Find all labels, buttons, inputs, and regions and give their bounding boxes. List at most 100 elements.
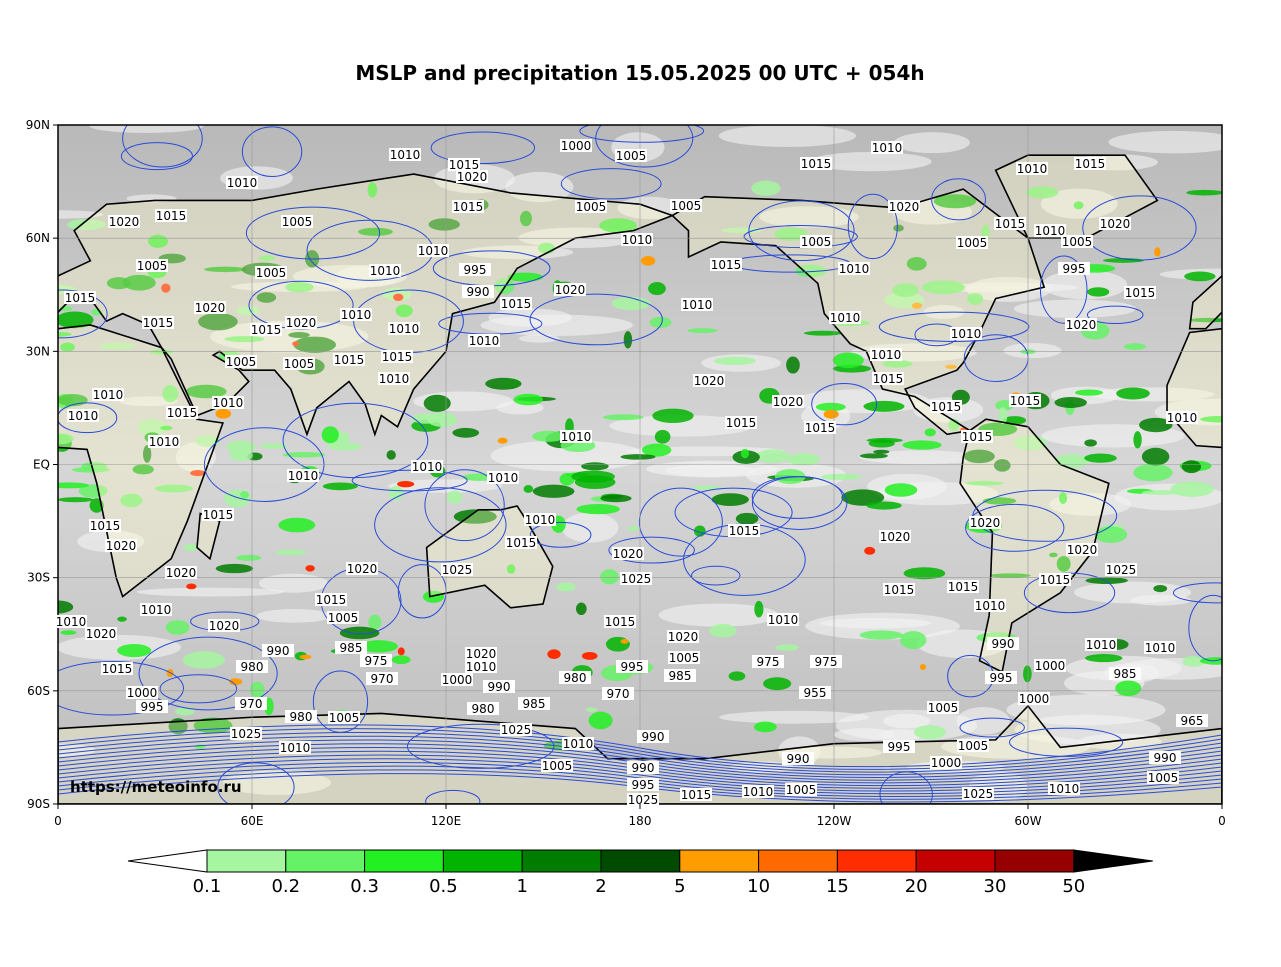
isobar-label-group: 980 [236,660,268,674]
precip-area [282,452,326,458]
precip-area [641,443,672,457]
isobar-label-group: 1015 [947,580,979,594]
precip-area [428,218,460,231]
isobar-label-bg [742,785,774,798]
isobar-label: 1020 [209,619,240,633]
isobar-label-group: 1010 [388,322,420,336]
precip-area [58,482,89,489]
precip-area [775,644,799,651]
isobar-label-bg [667,630,699,643]
isobar-label-bg [1099,217,1131,230]
precip-area [581,462,609,471]
cloud-band [1049,492,1132,516]
precip-area [585,707,598,712]
cloud-band [819,617,932,629]
isobar-label-group: 1015 [381,350,413,364]
isobar [878,311,1030,342]
isobar-label: 1020 [1067,543,1098,557]
x-tick-label: 0 [54,814,62,828]
isobar-label: 1010 [389,322,420,336]
isobar-label-bg [612,547,644,560]
precip-area [989,573,1031,578]
isobar-label-bg [1124,286,1156,299]
colorbar-label: 5 [674,876,685,897]
heavy-precip [215,408,232,419]
isobar-label-group: 1005 [136,259,168,273]
isobar-label-bg [681,298,713,311]
precip-area [174,707,195,716]
precip-area [906,257,927,271]
precip-area [1085,577,1128,585]
precip-area [78,484,108,498]
isobar-label-bg [250,323,282,336]
precip-area [367,182,378,198]
colorbar-max-arrow [1073,849,1153,873]
precip-area [627,526,640,531]
isobar [959,717,1025,738]
isobar-label: 995 [621,660,644,674]
isobar-label-group: 1005 [670,199,702,213]
colorbar-label: 50 [1062,876,1085,897]
isobar-label-bg [1105,563,1137,576]
isobar-label-bg [483,680,515,693]
isobar-label: 1015 [729,524,760,538]
precip-area [198,312,238,331]
isobar-label: 1010 [68,409,99,423]
isobar-label: 1005 [669,651,700,665]
precip-area [892,283,919,298]
cloud-band [859,450,982,465]
isobar-label: 1005 [576,200,607,214]
isobar-label-group: 1005 [615,149,647,163]
isobar [424,469,505,542]
isobar-label-bg [67,409,99,422]
isobar-label-bg [620,572,652,585]
precip-area [786,356,800,374]
isobar-label-bg [136,700,168,713]
isobar-label-group: 1015 [804,421,836,435]
precip-area [240,491,250,499]
isobar-label-bg [710,258,742,271]
isobar-label-group: 1005 [1147,771,1179,785]
colorbar-box [364,849,444,873]
isobar-label-bg [728,524,760,537]
isobar-label: 980 [472,702,495,716]
precip-area [154,484,193,493]
precip-area [899,631,927,650]
isobar-label-group: 1005 [800,235,832,249]
isobar [120,142,193,171]
isobar-label-group: 1010 [378,372,410,386]
isobar-label-bg [500,723,532,736]
source-url[interactable]: https://meteoinfo.ru [70,778,242,796]
isobar-label: 995 [141,700,164,714]
isobar-label: 1010 [1145,641,1176,655]
isobar-label-group: 1010 [148,435,180,449]
isobar-label: 1020 [86,627,117,641]
precip-area [756,449,790,463]
precip-area [721,227,762,234]
isobar-label-bg [969,516,1001,529]
cloud-band [561,512,619,543]
isobar-label-bg [468,334,500,347]
isobar-label: 1015 [995,217,1026,231]
isobar-label-group: 1010 [681,298,713,312]
isobar-label-group: 1005 [225,355,257,369]
isobar-label-group: 1025 [620,572,652,586]
cloud-band [809,151,932,172]
isobar-label-group: 1015 [1124,286,1156,300]
isobar-label: 995 [464,263,487,277]
isobar-label-bg [388,322,420,335]
precip-area [236,306,260,316]
isobar-label: 1005 [928,701,959,715]
isobar-label-group: 1010 [92,388,124,402]
isobar-label: 1005 [226,355,257,369]
precip-area [1141,447,1170,466]
precip-area [532,430,565,442]
precip-area [260,443,288,449]
precip-area [648,282,666,296]
precip-area [859,453,888,459]
isobar-label-group: 1020 [105,539,137,553]
isobar [1039,255,1088,324]
isobar-label-bg [225,355,257,368]
heavy-precip [911,302,923,309]
isobar-label-group: 975 [810,655,842,669]
